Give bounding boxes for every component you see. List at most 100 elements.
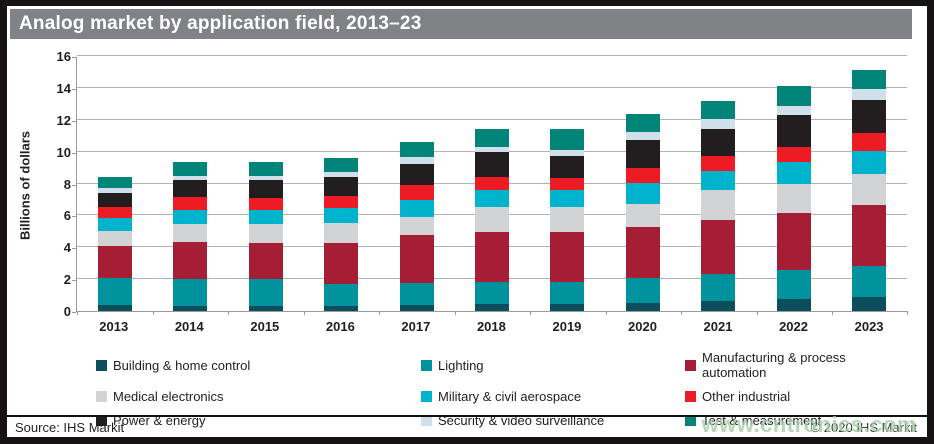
x-tick-mark [907, 311, 908, 315]
bar-segment [625, 140, 660, 168]
bar-segment [474, 189, 509, 208]
legend-item: Other industrial [685, 389, 911, 404]
bar-segment [399, 157, 434, 164]
bar-segment [550, 156, 585, 178]
bar-segment [97, 193, 132, 207]
bar-segment [248, 161, 283, 177]
bar-segment [399, 283, 434, 305]
bar-segment [173, 176, 208, 181]
legend-label: Manufacturing & process automation [702, 350, 846, 380]
bar-segment [399, 216, 434, 236]
legend-swatch [685, 359, 696, 371]
x-tick-label: 2022 [779, 319, 808, 334]
bar-segment [474, 232, 509, 282]
y-tick-mark [72, 120, 76, 122]
y-tick-label: 14 [56, 80, 71, 96]
y-axis-title: Billions of dollars [17, 130, 33, 241]
legend-swatch [96, 359, 107, 371]
bar-segment [173, 242, 208, 280]
x-tick-label: 2019 [552, 319, 582, 334]
gridline [77, 118, 907, 120]
bar-segment [399, 304, 434, 311]
bar-segment [97, 278, 132, 305]
bar-segment [550, 189, 585, 208]
gridline [77, 86, 907, 88]
legend-swatch [685, 391, 696, 402]
bar-segment [474, 146, 509, 153]
bar-segment [474, 152, 509, 178]
bar-2015 [248, 161, 283, 311]
y-axis-ticks: 0 2 4 6 8 10 12 14 16 [35, 49, 71, 319]
bar-segment [701, 189, 736, 221]
bar-segment [550, 129, 585, 151]
x-tick-mark [832, 311, 834, 315]
bar-segment [776, 161, 811, 185]
x-tick-label: 2013 [99, 319, 129, 334]
bar-segment [625, 226, 660, 278]
plot-area [76, 55, 908, 315]
x-tick-mark [756, 311, 758, 315]
bar-segment [324, 283, 359, 307]
y-tick-label: 10 [56, 144, 71, 160]
bar-segment [248, 176, 283, 181]
bar-segment [173, 279, 208, 307]
legend-label: Medical electronics [113, 389, 224, 404]
x-tick-mark [530, 311, 532, 315]
legend-item: Military & civil aerospace [421, 389, 685, 404]
bar-segment [550, 207, 585, 233]
x-tick-mark [454, 311, 456, 315]
copyright-note: © 2020 IHS Markit [810, 420, 917, 435]
bar-segment [97, 177, 132, 189]
bar-segment [399, 200, 434, 217]
x-tick-label: 2023 [854, 319, 884, 334]
bar-segment [173, 197, 208, 210]
bar-segment [852, 173, 887, 206]
gridline [77, 55, 907, 56]
bar-segment [550, 177, 585, 190]
bar-segment [776, 86, 811, 107]
bar-segment [173, 161, 208, 177]
bar-segment [776, 184, 811, 213]
x-tick-mark [303, 311, 305, 315]
legend-item: Medical electronics [96, 389, 421, 404]
chart-canvas: Analog market by application field, 2013… [7, 6, 927, 437]
bar-segment [625, 303, 660, 311]
bar-segment [852, 150, 887, 174]
legend-swatch [685, 415, 696, 426]
bar-segment [625, 167, 660, 183]
bar-segment [248, 224, 283, 244]
y-tick-label: 0 [63, 304, 71, 319]
legend-label: Other industrial [702, 389, 791, 404]
legend-label: Building & home control [113, 357, 251, 373]
bar-segment [625, 131, 660, 141]
bar-segment [625, 114, 660, 132]
bar-segment [248, 180, 283, 198]
x-tick-label: 2018 [476, 319, 506, 334]
page-title: Analog market by application field, 2013… [19, 13, 422, 34]
y-tick-mark [72, 216, 76, 218]
bar-segment [776, 146, 811, 162]
footer-divider [7, 415, 927, 417]
bar-segment [852, 70, 887, 89]
bar-segment [173, 306, 208, 311]
bar-segment [97, 217, 132, 232]
bar-segment [324, 306, 359, 311]
bar-segment [852, 297, 887, 311]
x-tick-mark [379, 311, 381, 315]
bar-segment [852, 205, 887, 266]
bar-2017 [399, 142, 434, 311]
bar-segment [324, 196, 359, 209]
x-tick-label: 2021 [703, 319, 733, 334]
bar-segment [474, 207, 509, 233]
bar-segment [852, 133, 887, 151]
y-tick-mark [72, 280, 76, 282]
bar-2023 [852, 70, 887, 311]
bar-segment [550, 281, 585, 304]
y-tick-mark [72, 184, 76, 186]
x-tick-mark [228, 311, 230, 315]
bar-2021 [701, 100, 736, 311]
bar-segment [550, 303, 585, 311]
x-tick-label: 2014 [174, 319, 204, 334]
bar-2014 [173, 161, 208, 311]
